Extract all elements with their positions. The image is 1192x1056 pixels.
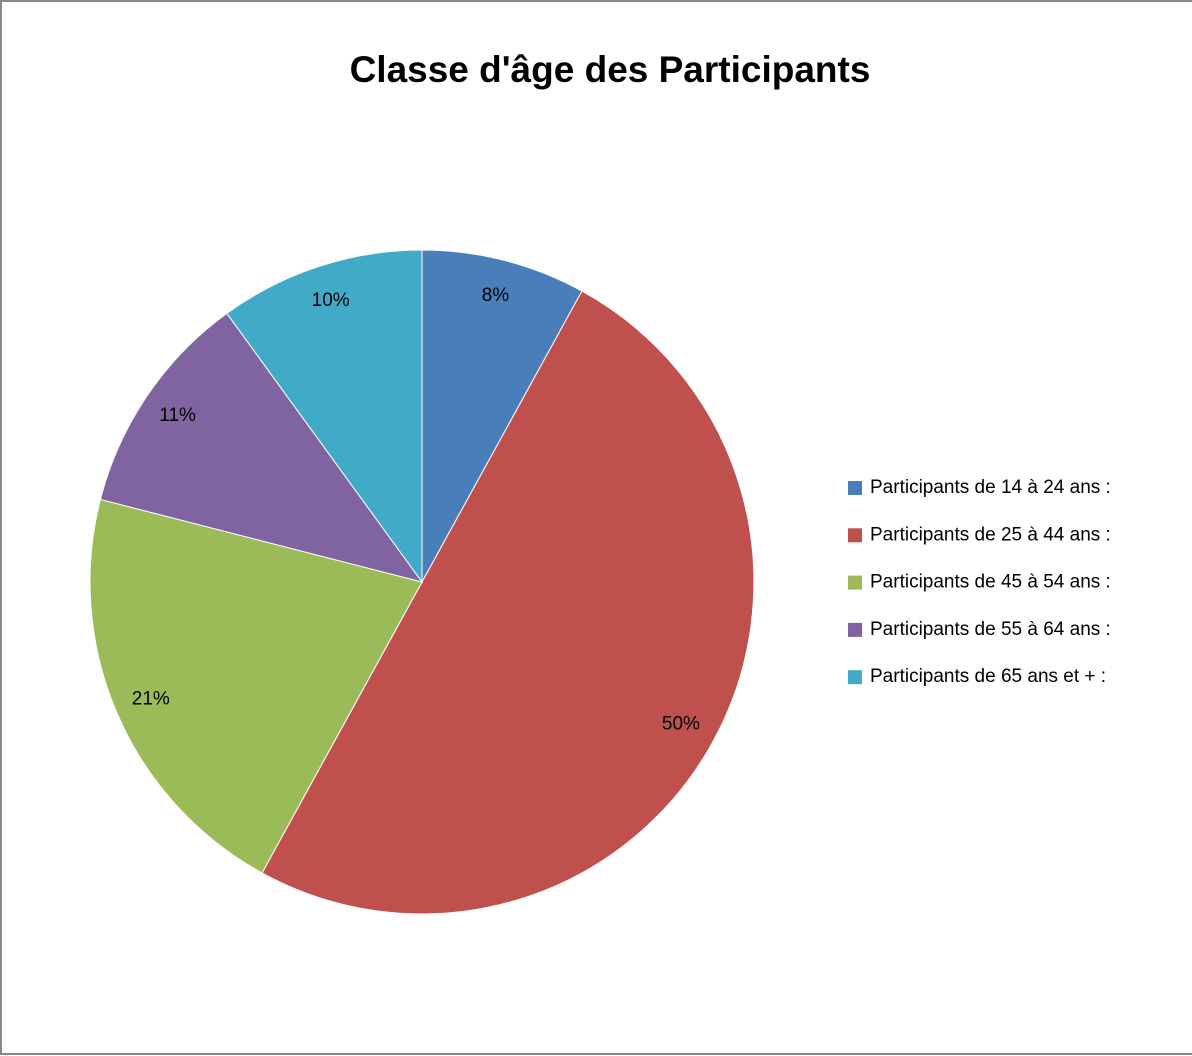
legend-swatch xyxy=(848,670,862,685)
data-label: 11% xyxy=(159,405,196,426)
legend-swatch xyxy=(848,481,862,495)
legend-label: Participants de 14 à 24 ans : xyxy=(870,477,1111,498)
pie-slice xyxy=(89,498,423,874)
legend-label: Participants de 65 ans et + : xyxy=(870,666,1106,687)
data-label: 21% xyxy=(132,688,170,709)
legend-swatch xyxy=(848,575,862,590)
chart-title: Classe d'âge des Participants xyxy=(350,49,871,90)
legend-swatch xyxy=(848,622,862,637)
legend-label: Participants de 55 à 64 ans : xyxy=(870,619,1111,640)
pie-slice xyxy=(421,249,583,583)
legend-swatch xyxy=(848,528,862,543)
legend-label: Participants de 25 à 44 ans : xyxy=(870,524,1111,545)
data-label: 50% xyxy=(662,713,700,734)
pie-slice xyxy=(99,312,424,583)
data-label: 10% xyxy=(312,290,350,311)
data-label: 8% xyxy=(482,285,510,306)
pie-slice xyxy=(261,290,755,915)
pie-slice xyxy=(226,249,423,584)
legend-label: Participants de 45 à 54 ans : xyxy=(870,572,1111,593)
